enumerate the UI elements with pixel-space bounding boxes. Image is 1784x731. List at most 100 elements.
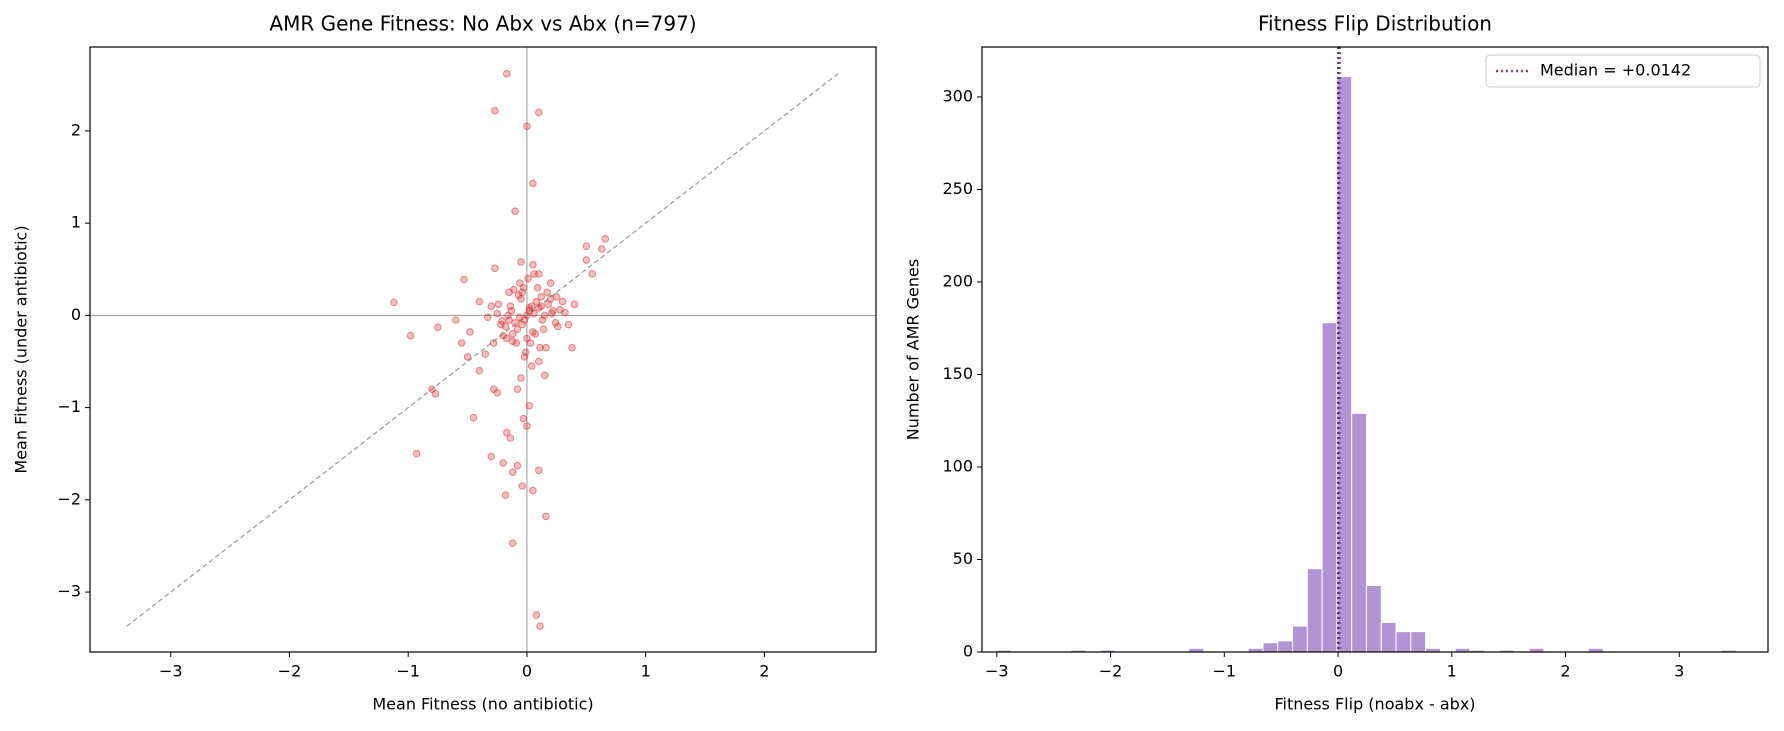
point	[504, 311, 512, 320]
point	[523, 122, 531, 131]
x-tick-label: 2	[759, 662, 769, 681]
point	[597, 245, 606, 253]
point	[502, 69, 511, 78]
point	[457, 339, 466, 347]
point	[529, 486, 537, 495]
x-axis-label: Fitness Flip (noabx - abx)	[1274, 695, 1475, 714]
x-tick-label: −1	[396, 662, 420, 681]
chart-title: AMR Gene Fitness: No Abx vs Abx (n=797)	[269, 12, 696, 36]
point	[508, 337, 517, 345]
point	[469, 413, 478, 422]
point	[518, 320, 526, 329]
point	[516, 313, 524, 322]
identity-line	[126, 73, 839, 627]
bar	[1321, 322, 1338, 653]
point	[390, 298, 398, 307]
axes-frame	[981, 46, 1769, 653]
point	[527, 362, 536, 370]
point	[529, 260, 537, 269]
x-tick-label: −3	[985, 662, 1009, 681]
point	[526, 339, 535, 347]
point	[517, 258, 525, 266]
y-tick-label: 250	[942, 179, 973, 198]
x-tick-label: 1	[641, 662, 651, 681]
y-tick-label: 0	[71, 305, 81, 324]
point	[524, 274, 532, 283]
point	[540, 371, 549, 380]
point	[525, 304, 534, 312]
point	[508, 330, 517, 338]
point	[532, 297, 541, 306]
point	[535, 357, 543, 366]
point	[564, 320, 573, 329]
point	[475, 297, 484, 306]
point	[537, 302, 545, 310]
y-tick-label: −2	[57, 489, 81, 508]
point	[508, 468, 517, 476]
legend-box	[1485, 54, 1761, 88]
y-tick-label: 0	[963, 642, 973, 661]
point	[530, 270, 538, 278]
x-tick-label: −1	[1212, 662, 1236, 681]
point	[525, 401, 534, 410]
point	[542, 512, 550, 521]
x-axis-label: Mean Fitness (no antibiotic)	[372, 695, 593, 714]
bar	[1292, 625, 1308, 653]
point	[582, 242, 591, 251]
point	[542, 343, 550, 352]
point	[493, 389, 502, 397]
point	[516, 279, 524, 287]
point	[508, 539, 517, 547]
point	[520, 353, 529, 361]
point	[543, 288, 551, 297]
y-tick-label: −3	[57, 582, 81, 601]
point	[518, 482, 526, 490]
point	[532, 611, 541, 619]
x-tick-label: 2	[1560, 662, 1570, 681]
point	[530, 309, 538, 318]
y-tick-label: 1	[71, 213, 81, 232]
point	[491, 264, 499, 273]
y-axis-label: Number of AMR Genes	[904, 259, 923, 440]
subplot: Fitness Flip Distribution Fitness Flip (n…	[904, 12, 1769, 714]
y-tick-label: 100	[942, 456, 973, 475]
point	[546, 279, 555, 287]
point	[406, 331, 415, 340]
point	[512, 339, 521, 347]
point	[529, 179, 537, 188]
point	[466, 328, 474, 336]
point	[475, 366, 484, 375]
point	[506, 434, 515, 442]
y-tick-label: 200	[942, 271, 973, 290]
point	[493, 309, 502, 318]
y-tick-label: 300	[942, 86, 973, 105]
point	[588, 270, 597, 278]
x-tick-label: 0	[1333, 662, 1343, 681]
point	[513, 325, 522, 334]
point	[460, 275, 468, 284]
bar	[1351, 412, 1367, 653]
point	[513, 385, 522, 393]
point	[483, 313, 492, 322]
point	[511, 318, 519, 327]
x-tick-label: 0	[522, 662, 532, 681]
point	[412, 449, 421, 458]
point	[536, 622, 544, 630]
point	[502, 428, 511, 437]
point	[434, 323, 442, 332]
bar	[1262, 642, 1279, 653]
plot-area: Median = +0.0142	[996, 47, 1761, 653]
point	[533, 283, 542, 292]
point	[487, 452, 496, 461]
bar	[1306, 568, 1323, 653]
point	[535, 466, 543, 475]
point	[548, 309, 556, 318]
y-tick-label: 150	[942, 364, 973, 383]
point	[502, 334, 511, 343]
legend-label: Median = +0.0142	[1540, 61, 1691, 80]
point	[463, 353, 472, 361]
point	[582, 256, 591, 264]
point	[431, 389, 440, 398]
chart-title: Fitness Flip Distribution	[1258, 12, 1492, 36]
bar	[1380, 621, 1397, 653]
